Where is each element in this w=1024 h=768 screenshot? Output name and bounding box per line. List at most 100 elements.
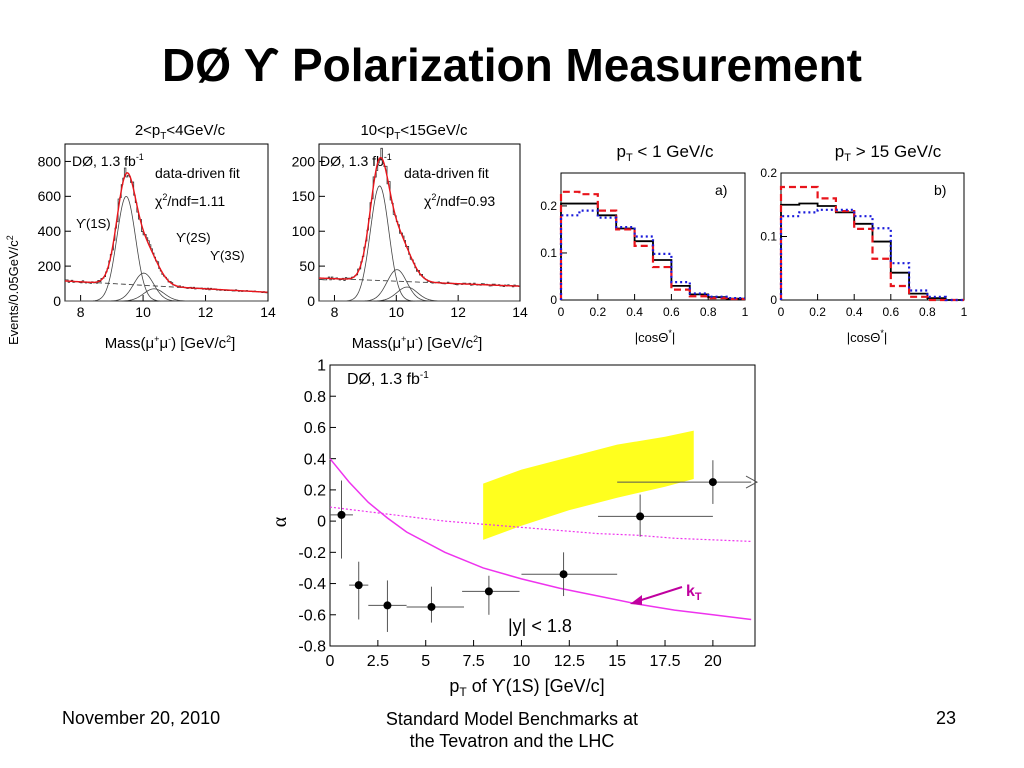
cos-plot-b-svg: pT > 15 GeV/c b) |cosΘ*| 0 0.2 0.4 0.6 0.8 1 0… xyxy=(760,142,968,345)
alpha-data-point xyxy=(559,570,568,579)
alpha-ytick-label: -0.4 xyxy=(298,576,326,593)
mass-ytick-label: 400 xyxy=(38,223,62,239)
alpha-data-point xyxy=(383,601,392,610)
mass-ytick-label: 50 xyxy=(299,258,315,274)
mass-plot-high-pt-title: 10<pT<15GeV/c xyxy=(360,122,468,142)
peak-label-1s: ϒ(1S) xyxy=(76,216,111,231)
alpha-xtick-label: 5 xyxy=(421,653,430,670)
mass-plot-high-pt-xlabel: Mass(μ+μ-) [GeV/c2] xyxy=(352,334,483,352)
alpha-ytick-label: -0.6 xyxy=(298,607,326,624)
cos-plot-a-panel: a) xyxy=(715,182,727,198)
mass-xtick-label: 12 xyxy=(450,304,466,320)
cos-xtick-label: 0 xyxy=(778,305,785,319)
footer-date: November 20, 2010 xyxy=(62,708,221,728)
alpha-xtick-label: 0 xyxy=(326,653,335,670)
alpha-data-point xyxy=(636,512,645,521)
cos-ytick-label: 0.2 xyxy=(760,166,777,180)
alpha-data-point xyxy=(354,581,363,590)
alpha-ytick-label: 0.6 xyxy=(304,420,326,437)
d0-label-2: DØ, 1.3 fb-1 xyxy=(320,152,392,169)
cos-plot-a-xlabel: |cosΘ*| xyxy=(635,328,676,345)
alpha-d0-label: DØ, 1.3 fb-1 xyxy=(347,370,429,388)
kt-label: kT xyxy=(686,583,702,603)
page-number: 23 xyxy=(936,708,957,728)
cos-plot-b: pT > 15 GeV/c b) |cosΘ*| 0 0.2 0.4 0.6 0.8 1 0… xyxy=(750,132,980,352)
rapidity-label: |y| < 1.8 xyxy=(508,616,572,636)
mass-plot-low-pt-xlabel: Mass(μ+μ-) [GeV/c2] xyxy=(105,334,236,352)
mass-xtick-label: 14 xyxy=(512,304,528,320)
alpha-ytick-label: -0.2 xyxy=(298,545,326,562)
cos-series-dotted xyxy=(559,209,745,300)
alpha-data-point xyxy=(427,602,436,611)
nrqcd-band xyxy=(483,430,694,540)
mass-plot-low-pt-ylabel: Events/0.05GeV/c2 xyxy=(5,235,21,345)
cos-plot-b-panel: b) xyxy=(934,182,946,198)
cos-ytick-label: 0.1 xyxy=(540,246,557,260)
alpha-xtick-label: 20 xyxy=(704,653,722,670)
mass-xtick-label: 10 xyxy=(135,304,151,320)
alpha-data-point xyxy=(484,587,493,596)
mass-peak-component xyxy=(319,286,520,302)
cos-ytick-label: 0 xyxy=(550,293,557,307)
cos-xtick-label: 0.4 xyxy=(626,305,643,319)
slide-title: DØ ϒ Polarization Measurement xyxy=(161,39,863,91)
footer-center: Standard Model Benchmarks at the Tevatro… xyxy=(362,708,662,752)
cos-xtick-label: 0.6 xyxy=(663,305,680,319)
cos-xtick-label: 1 xyxy=(742,305,749,319)
kt-curve-solid xyxy=(329,458,752,621)
mass-plot-low-pt-title: 2<pT<4GeV/c xyxy=(135,122,226,142)
alpha-ytick-label: 0 xyxy=(317,514,326,531)
cos-xtick-label: 0.4 xyxy=(846,305,863,319)
alpha-overflow-arrow xyxy=(745,475,759,489)
mass-xtick-label: 8 xyxy=(77,304,85,320)
cos-xtick-label: 0.6 xyxy=(882,305,899,319)
mass-xtick-label: 10 xyxy=(389,304,405,320)
d0-label: DØ, 1.3 fb-1 xyxy=(72,152,144,169)
mass-ytick-label: 100 xyxy=(292,223,316,239)
mass-background-fit xyxy=(318,277,521,287)
cos-ytick-label: 0.1 xyxy=(760,230,777,244)
cos-xtick-label: 1 xyxy=(961,305,968,319)
fit-label-2: data-driven fit xyxy=(404,165,489,181)
alpha-xtick-label: 2.5 xyxy=(367,653,389,670)
cos-plot-a: pT < 1 GeV/c a) |cosΘ*| 0 0.2 0.4 0.6 0.8 1 0 0… xyxy=(530,132,760,352)
footer-center-line2: the Tevatron and the LHC xyxy=(409,731,615,751)
alpha-ytick-label: -0.8 xyxy=(298,639,326,656)
mass-plot-low-pt-svg: 2<pT<4GeV/c DØ, 1.3 fb-1 data-driven fit… xyxy=(5,122,276,352)
alpha-data-point xyxy=(337,510,346,519)
alpha-data-point xyxy=(708,478,717,487)
cos-plot-b-xlabel: |cosΘ*| xyxy=(847,328,888,345)
mass-ytick-label: 200 xyxy=(292,153,316,169)
mass-ytick-label: 600 xyxy=(38,188,62,204)
mass-plot-high-pt-svg: 10<pT<15GeV/c DØ, 1.3 fb-1 data-driven f… xyxy=(292,122,528,352)
alpha-ytick-label: 1 xyxy=(317,358,326,375)
cos-xtick-label: 0.8 xyxy=(700,305,717,319)
alpha-ytick-label: 0.2 xyxy=(304,482,326,499)
mass-ytick-label: 800 xyxy=(38,153,62,169)
alpha-xtick-label: 15 xyxy=(608,653,626,670)
cos-ytick-label: 0 xyxy=(770,293,777,307)
cos-plot-b-title: pT > 15 GeV/c xyxy=(835,142,942,164)
mass-ytick-label: 150 xyxy=(292,188,316,204)
alpha-ytick-label: 0.4 xyxy=(304,451,326,468)
alpha-ylabel: α xyxy=(269,516,291,527)
alpha-frame xyxy=(329,364,756,647)
peak-label-2s: ϒ(2S) xyxy=(176,230,211,245)
cos-xtick-label: 0.8 xyxy=(919,305,936,319)
chi2-label-2: χ2/ndf=0.93 xyxy=(424,192,495,209)
mass-plot-high-pt: 10<pT<15GeV/c DØ, 1.3 fb-1 data-driven f… xyxy=(262,118,542,358)
alpha-xtick-label: 12.5 xyxy=(554,653,585,670)
cos-ytick-label: 0.2 xyxy=(540,199,557,213)
mass-xtick-label: 12 xyxy=(198,304,214,320)
cos-xtick-label: 0.2 xyxy=(809,305,826,319)
cos-series-solid xyxy=(560,202,745,300)
alpha-xtick-label: 7.5 xyxy=(462,653,484,670)
alpha-xtick-label: 17.5 xyxy=(649,653,680,670)
footer-center-line1: Standard Model Benchmarks at xyxy=(385,709,639,729)
mass-total-fit xyxy=(318,156,520,287)
cos-xtick-label: 0.2 xyxy=(589,305,606,319)
alpha-xlabel: pT of ϒ(1S) [GeV/c] xyxy=(449,676,604,699)
mass-plot-low-pt: 2<pT<4GeV/c DØ, 1.3 fb-1 data-driven fit… xyxy=(0,118,280,358)
kt-arrow-shaft xyxy=(634,586,683,603)
mass-xtick-label: 8 xyxy=(331,304,339,320)
